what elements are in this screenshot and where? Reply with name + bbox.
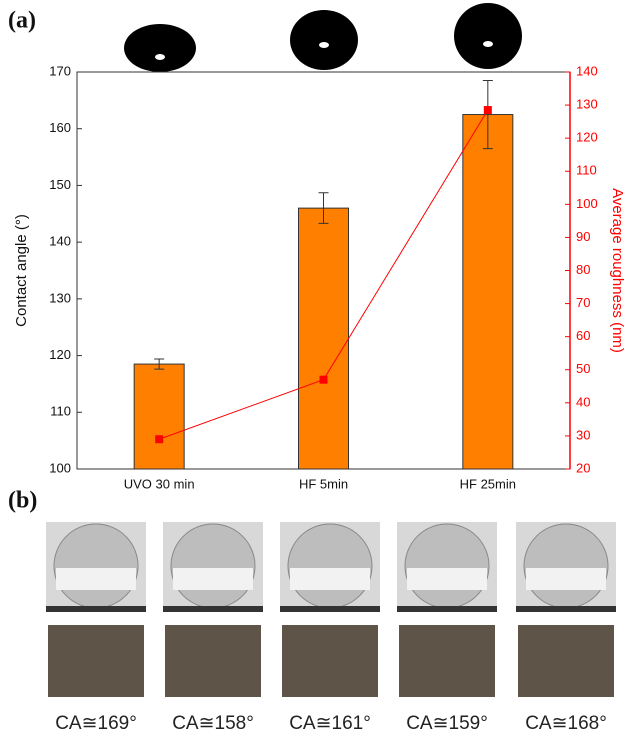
reflection — [173, 568, 253, 590]
y2-tick-label: 100 — [576, 196, 598, 211]
droplet — [54, 524, 138, 608]
marker — [155, 435, 163, 443]
reflection — [407, 568, 487, 590]
droplet — [288, 524, 372, 608]
y-tick-label: 120 — [49, 347, 71, 362]
y2-tick-label: 110 — [576, 163, 597, 178]
y2-tick-label: 130 — [576, 97, 598, 112]
marker — [320, 376, 328, 384]
substrate — [516, 606, 616, 612]
surface-photo — [399, 625, 495, 697]
droplet — [405, 524, 489, 608]
surface-photo — [165, 625, 261, 697]
y-tick-label: 170 — [49, 63, 71, 78]
bar — [134, 364, 184, 469]
panel-label: (a) — [8, 8, 36, 34]
x-tick-label: HF 5min — [299, 476, 348, 491]
y-tick-label: 140 — [49, 234, 71, 249]
substrate — [397, 606, 497, 612]
y2-tick-label: 50 — [576, 361, 590, 376]
y2-tick-label: 60 — [576, 328, 590, 343]
bar — [463, 115, 513, 469]
reflection — [56, 568, 136, 590]
y2-tick-label: 90 — [576, 229, 590, 244]
substrate — [163, 606, 263, 612]
surface-photo — [48, 625, 144, 697]
y-tick-label: 110 — [50, 404, 71, 419]
y2-tick-label: 30 — [576, 427, 590, 442]
substrate — [46, 606, 146, 612]
y2-tick-label: 20 — [576, 460, 590, 475]
y2-axis-label: Average roughness (nm) — [609, 188, 626, 353]
x-tick-label: UVO 30 min — [124, 476, 195, 491]
reflection — [290, 568, 370, 590]
caption: CA≅168° — [525, 713, 607, 734]
y2-tick-label: 80 — [576, 262, 590, 277]
caption: CA≅169° — [55, 713, 137, 734]
substrate — [280, 606, 380, 612]
y-tick-label: 160 — [49, 120, 71, 135]
droplet — [524, 524, 608, 608]
bar — [299, 208, 349, 469]
photos — [46, 522, 616, 697]
y-tick-label: 150 — [49, 177, 71, 192]
y2-tick-label: 120 — [576, 130, 598, 145]
droplet-insets — [124, 3, 522, 72]
y-tick-label: 130 — [49, 290, 71, 305]
y2-tick-label: 140 — [576, 63, 598, 78]
surface-photo — [282, 625, 378, 697]
caption: CA≅161° — [289, 713, 371, 734]
y2-tick-label: 40 — [576, 394, 590, 409]
x-tick-label: HF 25min — [460, 476, 516, 491]
droplet — [171, 524, 255, 608]
surface-photo — [518, 625, 614, 697]
caption: CA≅158° — [172, 713, 254, 734]
reflection — [526, 568, 606, 590]
panel-label: (b) — [8, 488, 37, 514]
figure: (a) (b) 100 110 120 130 140 150 160 170 20 30 40 50… — [0, 0, 637, 752]
y2-tick-label: 70 — [576, 295, 590, 310]
y-axis-label: Contact angle (°) — [13, 214, 30, 327]
caption: CA≅159° — [406, 713, 488, 734]
marker — [484, 106, 492, 114]
y-tick-label: 100 — [49, 460, 71, 475]
